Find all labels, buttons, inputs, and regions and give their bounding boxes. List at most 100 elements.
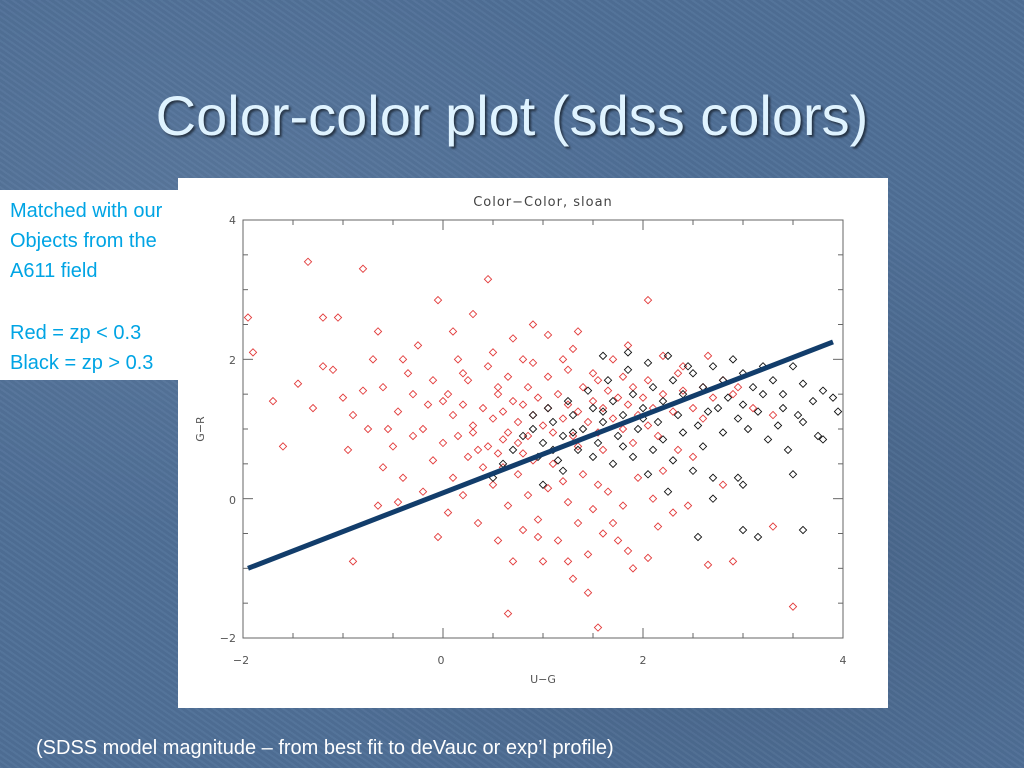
data-point-red: [303, 257, 313, 267]
data-point-red: [553, 536, 563, 545]
data-point-black: [658, 396, 668, 406]
data-point-black: [818, 435, 828, 444]
data-point-red: [653, 522, 663, 531]
data-point-black: [778, 389, 788, 399]
data-point-black: [618, 410, 628, 420]
data-point-red: [368, 355, 378, 364]
data-point-red: [533, 393, 543, 402]
data-point-red: [538, 421, 548, 430]
x-tick-label-0: 0: [438, 654, 445, 667]
data-point-red: [338, 393, 348, 402]
data-point-black: [813, 431, 823, 441]
data-point-red: [678, 386, 688, 395]
data-point-red: [473, 445, 483, 455]
data-point-red: [493, 536, 503, 545]
data-point-black: [538, 438, 548, 448]
data-point-red: [383, 424, 393, 434]
data-point-red: [543, 330, 553, 340]
data-point-black: [688, 369, 698, 378]
data-point-black: [708, 362, 718, 371]
data-point-red: [493, 382, 503, 392]
data-point-red: [293, 379, 303, 388]
data-point-red: [708, 393, 718, 402]
data-point-red: [373, 327, 383, 336]
data-point-black: [543, 403, 553, 413]
data-point-red: [583, 417, 593, 427]
data-point-red: [558, 477, 568, 486]
x-axis-label: U−G: [530, 673, 556, 686]
data-point-red: [603, 487, 613, 496]
data-point-red: [623, 546, 633, 556]
data-point-red: [623, 400, 633, 409]
data-point-red: [588, 504, 598, 514]
data-point-red: [423, 400, 433, 409]
data-point-red: [478, 463, 488, 472]
data-point-red: [733, 382, 743, 392]
data-point-red: [358, 386, 368, 395]
data-point-red: [578, 470, 588, 479]
data-point-red: [358, 264, 368, 274]
data-point-red: [488, 414, 498, 423]
chart-title: Color−Color, sloan: [473, 195, 613, 210]
data-point-black: [718, 428, 728, 437]
data-point-red: [618, 372, 628, 381]
data-point-red: [688, 403, 698, 413]
data-point-red: [598, 529, 608, 538]
data-point-black: [628, 452, 638, 462]
data-point-black: [818, 386, 828, 395]
data-point-black: [643, 470, 653, 479]
data-point-black: [613, 431, 623, 441]
data-point-red: [568, 574, 578, 584]
data-point-red: [628, 438, 638, 448]
data-point-red: [563, 365, 573, 375]
data-point-black: [608, 396, 618, 406]
data-point-red: [268, 396, 278, 406]
data-point-black: [713, 403, 723, 413]
data-point-black: [623, 365, 633, 375]
data-point-red: [328, 365, 338, 375]
data-point-red: [573, 407, 583, 416]
data-point-black: [698, 442, 708, 451]
data-point-black: [553, 456, 563, 465]
data-point-red: [643, 295, 653, 305]
data-point-red: [483, 362, 493, 371]
fit-line: [247, 339, 834, 571]
data-point-red: [788, 602, 798, 611]
data-point-black: [663, 487, 673, 496]
data-point-black: [603, 375, 613, 385]
data-point-red: [703, 560, 713, 570]
data-point-black: [508, 445, 518, 455]
data-point-red: [563, 557, 573, 566]
plot-panel: Color−Color, sloan −2 0 2 4 −2 0 2 4 U−G…: [178, 178, 888, 708]
data-point-black: [588, 452, 598, 462]
data-point-red: [518, 525, 528, 535]
data-point-red: [473, 518, 483, 528]
data-point-red: [528, 358, 538, 368]
data-point-red: [608, 518, 618, 528]
data-point-red: [533, 532, 543, 542]
data-point-red: [248, 348, 258, 357]
data-point-red: [398, 473, 408, 483]
data-point-red: [548, 428, 558, 437]
data-point-black: [753, 407, 763, 416]
data-point-red: [458, 400, 468, 409]
data-point-black: [598, 417, 608, 427]
data-point-black: [723, 393, 733, 402]
data-point-red: [378, 382, 388, 392]
data-point-black: [788, 362, 798, 371]
data-point-black: [583, 386, 593, 395]
data-point-red: [418, 487, 428, 496]
x-tick-label-4: 4: [840, 654, 847, 667]
data-point-red: [543, 403, 553, 413]
data-point-black: [558, 431, 568, 441]
data-point-red: [688, 452, 698, 462]
data-point-red: [588, 369, 598, 378]
data-point-red: [638, 393, 648, 402]
data-point-black: [673, 410, 683, 420]
data-point-black: [728, 355, 738, 364]
data-point-black: [663, 351, 673, 361]
data-point-black: [733, 473, 743, 483]
data-point-red: [548, 459, 558, 469]
data-point-red: [523, 382, 533, 392]
data-point-black: [828, 393, 838, 402]
